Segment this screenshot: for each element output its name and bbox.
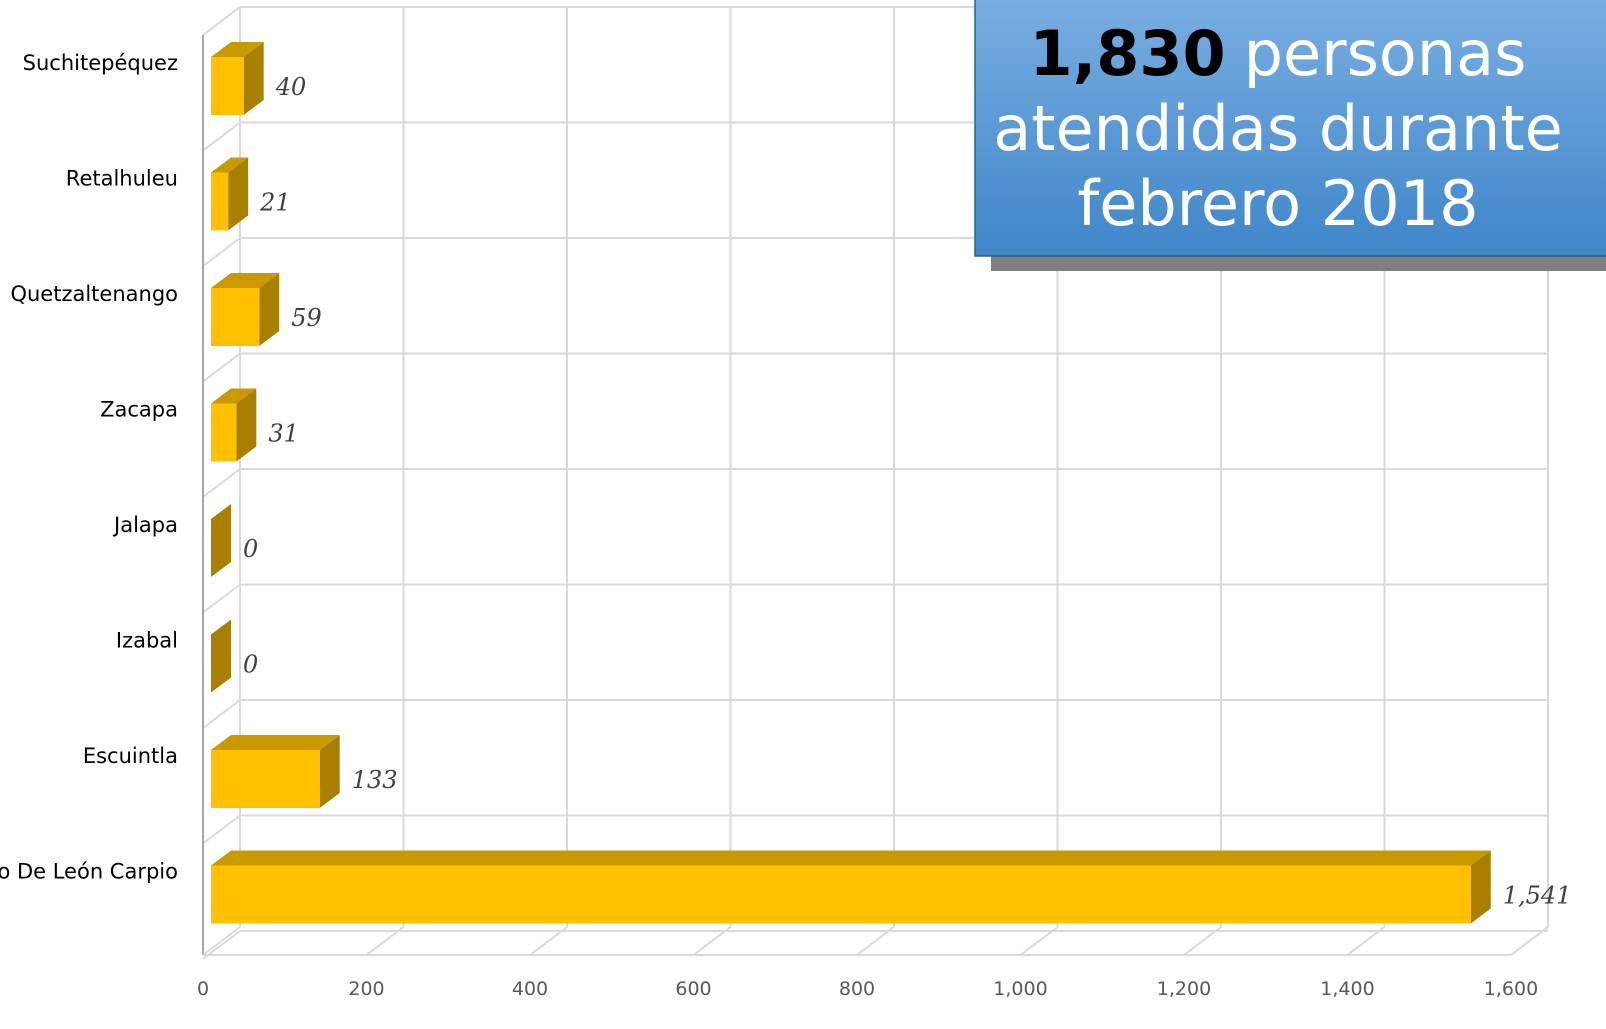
annotation-line: 1,830 personas	[1030, 17, 1527, 90]
floor-line	[1346, 926, 1386, 956]
bar-front	[211, 172, 229, 231]
annotation-line: atendidas durante	[993, 92, 1563, 165]
bar	[211, 735, 340, 808]
annotation-line: febrero 2018	[1077, 167, 1478, 240]
category-label: o De León Carpio	[0, 860, 178, 884]
bar	[211, 42, 264, 115]
bar-top	[211, 850, 1491, 866]
side-wall-line	[202, 468, 241, 498]
category-label: Suchitepéquez	[23, 51, 178, 75]
bar-front	[211, 750, 320, 808]
bar-side	[236, 388, 257, 462]
x-tick-label: 200	[348, 978, 384, 1000]
bar	[211, 850, 1491, 924]
x-tick-label: 1,200	[1157, 978, 1211, 1000]
bar	[211, 273, 280, 346]
bar	[211, 504, 231, 577]
side-wall-line	[202, 6, 241, 36]
bar-side	[1470, 850, 1491, 924]
category-label: Zacapa	[100, 398, 178, 422]
bar	[211, 157, 249, 231]
side-wall-line	[202, 814, 241, 845]
bar-front	[211, 865, 1471, 924]
floor-line	[365, 926, 405, 956]
annotation-text: personas	[1244, 17, 1527, 90]
floor-line	[856, 926, 895, 956]
bar-top	[211, 273, 280, 288]
side-wall-line	[202, 352, 241, 383]
x-tick-label: 1,600	[1484, 978, 1538, 1000]
category-label: Jalapa	[112, 513, 178, 537]
annotation-box	[974, 0, 1606, 257]
category-label: Retalhuleu	[66, 167, 178, 191]
bar	[211, 619, 231, 693]
bar	[211, 388, 257, 462]
bar-top	[211, 157, 249, 173]
value-label: 0	[243, 535, 258, 563]
x-tick-label: 800	[839, 978, 875, 1000]
value-label: 1,541	[1503, 882, 1572, 910]
annotation-count: 1,830	[1030, 17, 1226, 90]
side-wall-line	[202, 237, 241, 267]
x-tick-label: 0	[197, 978, 209, 1000]
floor-line	[1183, 926, 1222, 956]
bar-side	[243, 42, 264, 115]
bar-side	[228, 157, 249, 231]
x-tick-label: 600	[675, 978, 711, 1000]
bar-top	[211, 735, 340, 750]
floor-line	[202, 926, 241, 956]
value-label: 40	[275, 73, 307, 101]
bar-side	[259, 273, 280, 346]
bar-side	[319, 735, 340, 808]
side-wall-line	[202, 121, 241, 152]
annotation: 1,830 personas atendidas durante febrero …	[974, 0, 1606, 271]
value-label: 31	[268, 420, 299, 448]
bar-side	[211, 504, 231, 577]
floor-line	[1510, 926, 1549, 956]
side-wall-line	[202, 583, 241, 614]
value-label: 133	[352, 766, 398, 794]
category-label: Izabal	[116, 629, 178, 653]
side-wall-line	[202, 699, 241, 729]
bar-side	[211, 619, 231, 693]
bar-top	[211, 42, 264, 57]
floor-line	[1019, 926, 1059, 956]
value-label: 0	[243, 651, 258, 679]
x-tick-label: 400	[512, 978, 548, 1000]
bar-front	[211, 57, 244, 115]
floor-line	[529, 926, 568, 956]
floor-line	[692, 926, 732, 956]
value-label: 59	[291, 304, 322, 332]
x-tick-label: 1,000	[993, 978, 1047, 1000]
category-label: Quetzaltenango	[10, 282, 178, 306]
category-label: Escuintla	[83, 744, 178, 768]
plot-area: 0 200 400 600 800 1,000 1,200 1,400 1,600Suchite…	[0, 6, 1572, 1000]
bar-top	[211, 388, 257, 404]
x-tick-label: 1,400	[1320, 978, 1374, 1000]
value-label: 21	[259, 189, 291, 217]
bar-front	[211, 403, 237, 462]
bar-front	[211, 288, 260, 346]
